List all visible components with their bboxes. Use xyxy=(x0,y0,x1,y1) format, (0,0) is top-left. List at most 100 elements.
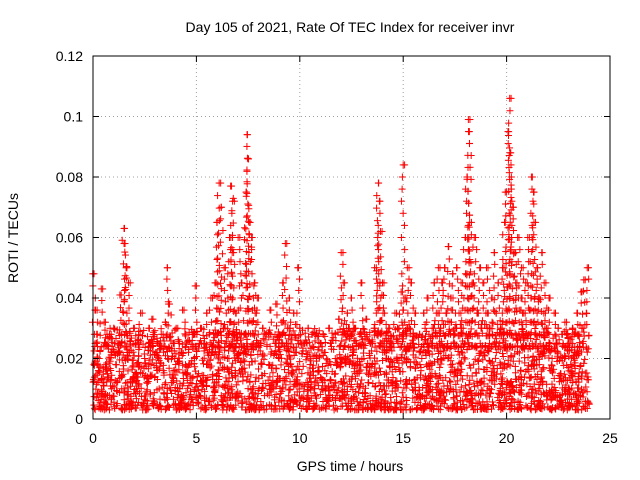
data-point xyxy=(254,365,262,373)
data-point xyxy=(377,317,385,325)
data-point xyxy=(526,374,534,382)
data-point xyxy=(579,324,587,332)
data-point xyxy=(528,248,536,256)
data-point xyxy=(391,309,399,317)
data-point xyxy=(243,142,251,150)
data-point xyxy=(358,279,366,287)
data-point xyxy=(192,294,200,302)
data-point xyxy=(297,404,305,412)
data-point xyxy=(454,298,462,306)
x-tick-label: 0 xyxy=(89,430,97,446)
data-point xyxy=(418,355,426,362)
data-point xyxy=(277,361,285,369)
data-point xyxy=(244,200,252,208)
data-point xyxy=(123,391,131,399)
data-point xyxy=(502,384,510,392)
data-point xyxy=(474,357,482,365)
data-point xyxy=(125,291,133,299)
data-point xyxy=(216,238,224,246)
data-point xyxy=(375,258,383,266)
data-point xyxy=(120,320,128,328)
data-point xyxy=(214,254,222,262)
data-point xyxy=(466,211,474,219)
data-point xyxy=(480,279,488,287)
data-point xyxy=(483,298,491,306)
data-point xyxy=(244,155,252,163)
data-point xyxy=(375,379,383,387)
data-point xyxy=(393,355,401,362)
data-point xyxy=(487,390,495,398)
data-point xyxy=(371,383,379,391)
data-point xyxy=(317,404,325,412)
data-point xyxy=(489,319,497,327)
data-point xyxy=(499,256,507,263)
data-point xyxy=(269,369,277,377)
data-point xyxy=(437,304,445,312)
data-point xyxy=(388,378,396,386)
data-point xyxy=(330,406,338,414)
data-point xyxy=(502,248,510,256)
data-point xyxy=(475,275,483,283)
data-point xyxy=(241,259,249,267)
data-point xyxy=(283,263,291,271)
x-tick-label: 5 xyxy=(193,430,201,446)
data-point xyxy=(213,231,221,239)
data-point xyxy=(403,264,411,272)
data-point xyxy=(507,193,515,201)
data-point xyxy=(294,336,302,344)
data-point xyxy=(355,366,363,374)
data-point xyxy=(359,304,367,312)
data-point xyxy=(462,209,470,217)
data-point xyxy=(506,94,514,102)
data-point xyxy=(498,380,506,388)
data-point xyxy=(398,185,406,193)
data-point xyxy=(486,376,494,384)
data-point xyxy=(465,339,473,347)
data-point xyxy=(221,264,229,272)
x-tick-label: 20 xyxy=(499,430,515,446)
data-point xyxy=(140,326,148,334)
data-point xyxy=(286,385,294,393)
data-point xyxy=(241,224,249,232)
data-point xyxy=(163,275,171,283)
data-point xyxy=(349,318,357,326)
data-point xyxy=(226,281,234,289)
data-point xyxy=(434,264,442,272)
data-point xyxy=(462,270,470,278)
data-point xyxy=(221,343,229,351)
data-point xyxy=(411,320,419,328)
data-point xyxy=(357,291,365,299)
data-point xyxy=(348,306,356,314)
data-point xyxy=(396,310,404,318)
data-point xyxy=(218,250,226,258)
data-point xyxy=(519,264,527,272)
x-axis-label: GPS time / hours xyxy=(297,458,404,474)
data-point xyxy=(374,179,382,187)
data-point xyxy=(456,388,464,396)
data-point xyxy=(339,260,347,268)
data-point xyxy=(436,406,444,414)
data-point xyxy=(266,373,274,381)
data-point xyxy=(537,373,545,381)
data-point xyxy=(505,132,513,140)
data-point xyxy=(244,296,252,304)
data-point xyxy=(465,140,473,148)
data-point xyxy=(121,248,129,256)
data-point xyxy=(585,332,593,340)
data-point xyxy=(579,310,587,318)
data-point xyxy=(443,309,451,317)
data-point xyxy=(397,234,405,241)
grid-lines xyxy=(93,56,610,419)
data-point xyxy=(149,315,157,323)
data-point xyxy=(359,317,367,325)
data-point xyxy=(282,381,290,389)
data-point xyxy=(272,402,280,410)
data-point xyxy=(498,264,506,272)
data-point xyxy=(439,286,447,294)
data-point xyxy=(348,294,355,302)
data-point xyxy=(457,279,465,287)
data-point xyxy=(517,270,525,278)
data-point xyxy=(281,240,289,248)
data-point xyxy=(523,279,531,287)
data-point xyxy=(141,355,149,362)
